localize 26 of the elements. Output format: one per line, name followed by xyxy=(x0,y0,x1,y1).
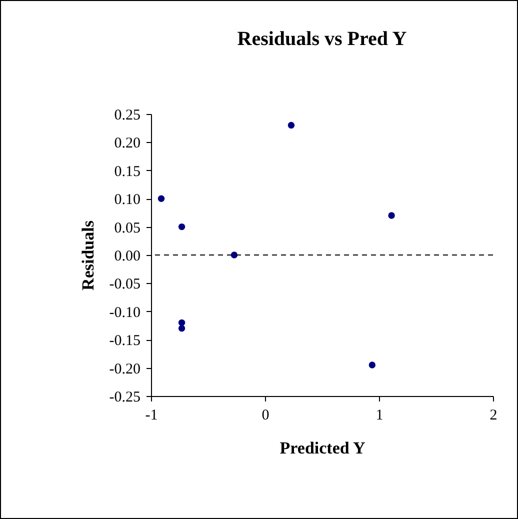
point xyxy=(178,319,186,326)
y-tick-label: 0.00 xyxy=(114,248,140,264)
point xyxy=(158,195,165,202)
y-tick-label: -0.05 xyxy=(109,276,140,293)
point xyxy=(288,122,295,129)
x-tick-label: -1 xyxy=(145,408,158,424)
x-tick-label: 2 xyxy=(490,408,498,424)
chart-title: Residuals vs Pred Y xyxy=(237,28,408,50)
y-tick-label: 0.25 xyxy=(114,108,140,124)
point xyxy=(178,324,186,332)
x-tick-label: 0 xyxy=(262,408,270,424)
y-tick-label: 0.10 xyxy=(114,192,140,208)
x-tick-label: 1 xyxy=(376,408,384,424)
point xyxy=(230,252,238,258)
point xyxy=(178,223,186,230)
y-tick-label: 0.20 xyxy=(114,136,140,152)
y-tick-label: -0.20 xyxy=(109,361,140,378)
y-tick-label: 0.15 xyxy=(114,164,140,180)
point xyxy=(368,362,376,368)
y-axis-title: Residuals xyxy=(78,220,98,290)
y-tick-label: -0.25 xyxy=(109,390,140,406)
x-axis-title: Predicted Y xyxy=(280,438,366,458)
y-tick-label: -0.10 xyxy=(109,304,140,321)
point xyxy=(388,212,395,219)
y-tick-label: -0.15 xyxy=(109,333,140,350)
y-tick-label: 0.05 xyxy=(114,220,140,236)
